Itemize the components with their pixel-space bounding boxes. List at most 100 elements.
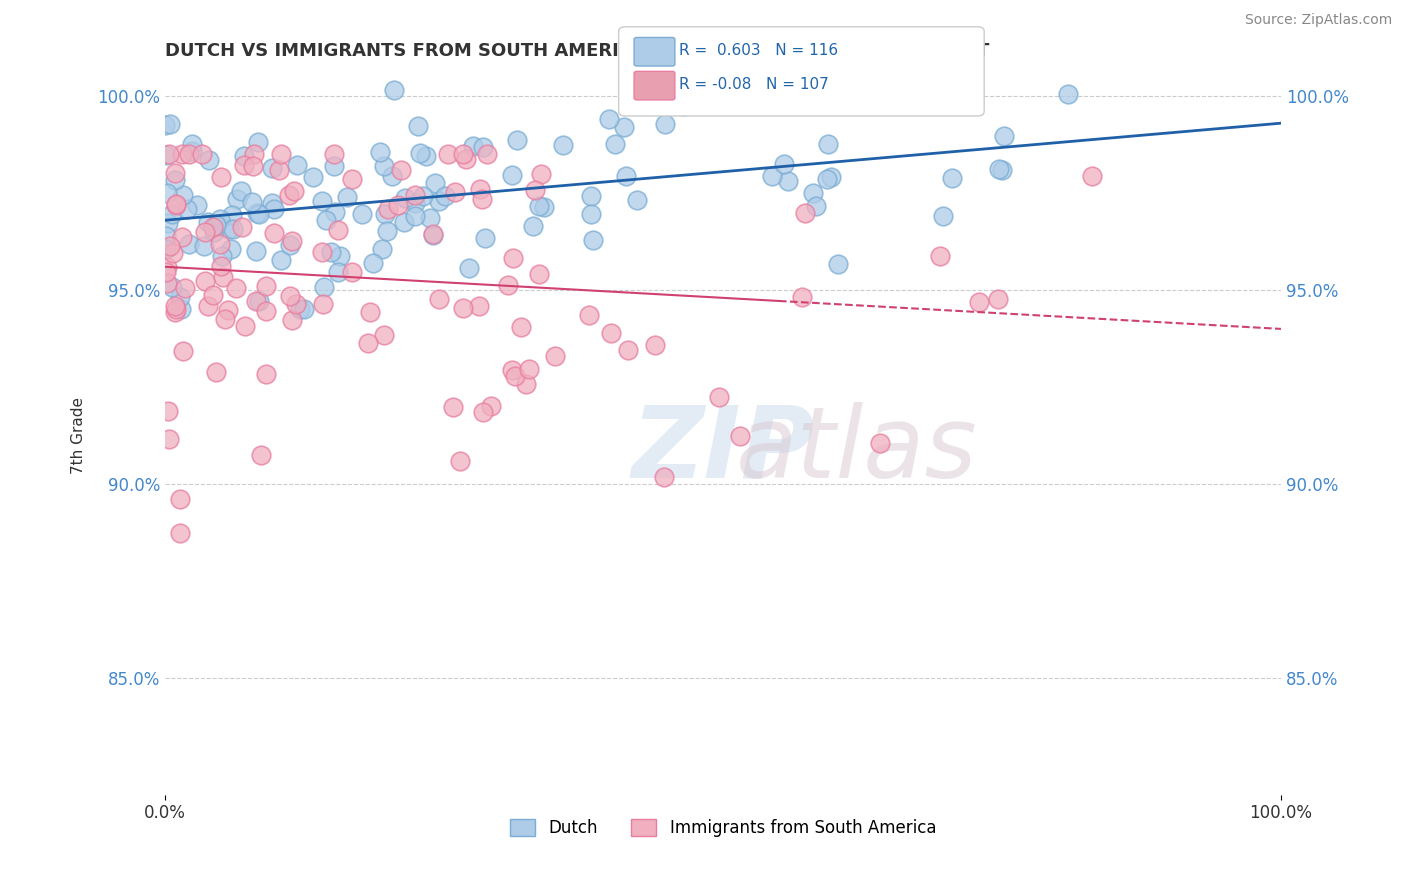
Point: [468, 299, 491, 313]
Point: [288, 302, 311, 317]
Point: [533, 201, 555, 215]
Point: [613, 120, 636, 134]
Point: [221, 242, 243, 256]
Point: [967, 294, 990, 309]
Point: [197, 299, 219, 313]
Point: [278, 238, 301, 252]
Point: [357, 336, 380, 351]
Point: [235, 318, 257, 333]
Point: [156, 276, 179, 290]
Point: [614, 169, 637, 184]
Point: [170, 147, 193, 161]
Point: [672, 99, 695, 113]
Point: [468, 181, 491, 195]
Point: [481, 399, 503, 413]
Point: [231, 220, 253, 235]
Point: [515, 377, 537, 392]
Point: [186, 198, 208, 212]
Text: R =  0.603   N = 116: R = 0.603 N = 116: [679, 44, 838, 58]
Point: [530, 167, 553, 181]
Point: [471, 140, 494, 154]
Point: [350, 207, 373, 221]
Point: [382, 83, 405, 97]
Point: [415, 149, 437, 163]
Point: [579, 207, 602, 221]
Point: [159, 239, 181, 253]
Point: [211, 249, 233, 263]
Point: [263, 202, 285, 216]
Point: [381, 169, 404, 183]
Point: [773, 157, 796, 171]
Point: [285, 158, 308, 172]
Point: [315, 212, 337, 227]
Point: [165, 301, 187, 316]
Point: [728, 429, 751, 443]
Point: [423, 176, 446, 190]
Point: [626, 193, 648, 207]
Point: [987, 292, 1010, 306]
Point: [404, 187, 426, 202]
Point: [529, 199, 551, 213]
Point: [501, 363, 523, 377]
Point: [368, 145, 391, 160]
Point: [340, 172, 363, 186]
Point: [422, 227, 444, 242]
Point: [159, 117, 181, 131]
Point: [503, 368, 526, 383]
Point: [233, 149, 256, 163]
Point: [172, 187, 194, 202]
Point: [1057, 87, 1080, 102]
Point: [212, 270, 235, 285]
Point: [208, 211, 231, 226]
Point: [166, 197, 188, 211]
Point: [451, 147, 474, 161]
Point: [419, 211, 441, 225]
Point: [454, 152, 477, 166]
Point: [827, 257, 849, 271]
Point: [616, 343, 638, 357]
Point: [169, 526, 191, 541]
Point: [373, 160, 395, 174]
Point: [377, 202, 399, 217]
Point: [222, 221, 245, 235]
Point: [165, 198, 187, 212]
Point: [246, 135, 269, 149]
Point: [931, 210, 953, 224]
Point: [198, 153, 221, 168]
Point: [247, 294, 270, 309]
Point: [427, 293, 450, 307]
Point: [283, 184, 305, 198]
Point: [163, 166, 186, 180]
Point: [790, 78, 813, 92]
Text: DUTCH VS IMMIGRANTS FROM SOUTH AMERICA 7TH GRADE CORRELATION CHART: DUTCH VS IMMIGRANTS FROM SOUTH AMERICA 7…: [166, 42, 990, 60]
Point: [242, 195, 264, 210]
Point: [160, 279, 183, 293]
Point: [245, 244, 267, 258]
Point: [578, 308, 600, 322]
Point: [457, 261, 479, 276]
Point: [270, 252, 292, 267]
Point: [652, 470, 675, 484]
Point: [278, 188, 301, 202]
Point: [707, 390, 730, 404]
Point: [155, 229, 177, 244]
Point: [246, 206, 269, 220]
Point: [247, 207, 270, 221]
Point: [194, 225, 217, 239]
Point: [217, 303, 239, 318]
Point: [422, 227, 444, 242]
Text: R = -0.08   N = 107: R = -0.08 N = 107: [679, 78, 830, 92]
Point: [156, 260, 179, 274]
Point: [449, 454, 471, 468]
Point: [371, 242, 394, 256]
Point: [941, 170, 963, 185]
Point: [501, 168, 523, 182]
Point: [201, 219, 224, 234]
Text: ZIP: ZIP: [631, 401, 814, 499]
Point: [506, 133, 529, 147]
Point: [510, 320, 533, 334]
Point: [191, 147, 214, 161]
Point: [214, 312, 236, 326]
Point: [780, 87, 803, 102]
Point: [225, 193, 247, 207]
